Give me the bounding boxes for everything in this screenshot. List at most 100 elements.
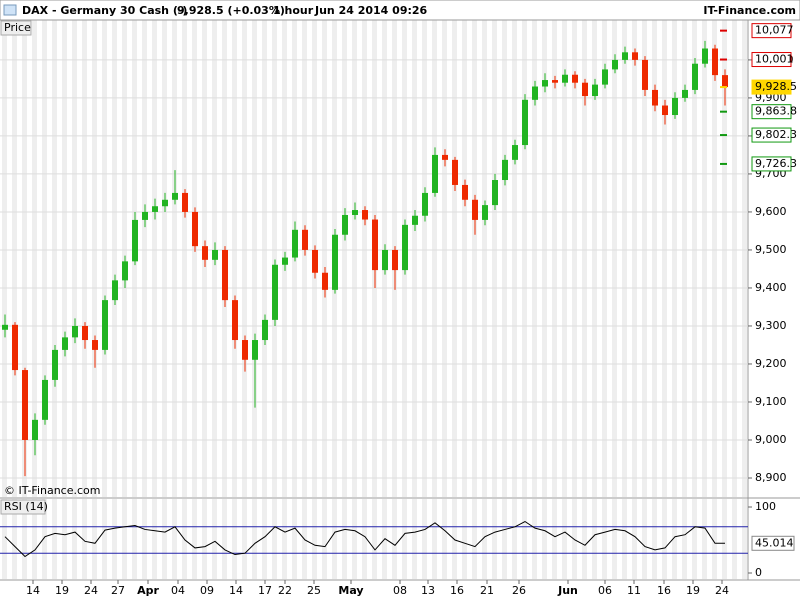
x-tick-label: 16 [657,584,671,597]
day-stripe [542,499,547,579]
day-stripe [722,499,727,579]
candle-body [62,337,68,350]
day-stripe [562,20,567,497]
day-stripe [82,499,87,579]
day-stripe [62,499,67,579]
day-stripe [252,20,257,497]
day-stripe [302,20,307,497]
rsi-current-box [751,535,795,551]
day-stripe [352,20,357,497]
header-bar [0,0,800,21]
day-stripe [92,20,97,497]
panel-label: Price [4,21,31,34]
level-box [751,156,792,172]
candle-body [12,324,18,371]
day-stripe [362,20,367,497]
day-stripe [122,499,127,579]
candle-body [672,97,678,116]
level-box [751,104,792,120]
day-stripe [512,499,517,579]
x-tick-label: 13 [421,584,435,597]
rsi-tick-label: 0 [755,566,762,579]
day-stripe [132,499,137,579]
candle-body [102,300,108,350]
x-tick-label: 21 [480,584,494,597]
candle-body [302,229,308,250]
candle-body [572,74,578,83]
day-stripe [52,20,57,497]
candle-body [172,192,178,200]
day-stripe [542,20,547,497]
candle-body [702,48,708,64]
menu-icon[interactable] [3,4,17,16]
day-stripe [632,499,637,579]
x-tick-label: 19 [55,584,69,597]
day-stripe [162,499,167,579]
day-stripe [102,499,107,579]
day-stripe [142,499,147,579]
day-stripe [222,499,227,579]
day-stripe [722,20,727,497]
level-box [751,52,792,68]
y-tick-label: 9,500 [755,243,787,256]
day-stripe [702,499,707,579]
day-stripe [342,20,347,497]
x-tick-label: 26 [512,584,526,597]
candle-body [432,154,438,193]
candle-body [692,63,698,90]
level-box [751,79,792,95]
day-stripe [472,499,477,579]
candle-body [522,99,528,146]
candle-body [502,159,508,181]
day-stripe [602,499,607,579]
candle-body [482,205,488,220]
day-stripe [112,499,117,579]
day-stripe [582,499,587,579]
day-stripe [372,499,377,579]
candle-body [712,48,718,76]
y-tick-label: 9,100 [755,395,787,408]
day-stripe [522,20,527,497]
candle-body [262,319,268,341]
quote: 9,928.5 (+0.03%) [177,4,285,17]
candle-body [182,192,188,212]
x-tick-label: Jun [557,584,578,597]
x-tick-label: 14 [26,584,40,597]
day-stripe [152,20,157,497]
day-stripe [422,20,427,497]
y-tick-label: 8,900 [755,471,787,484]
day-stripe [642,20,647,497]
day-stripe [582,20,587,497]
day-stripe [12,499,17,579]
day-stripe [232,20,237,497]
rsi-label-box [0,499,46,515]
y-tick-label: 9,600 [755,205,787,218]
candle-body [242,340,248,360]
rsi-tick-label: 100 [755,500,776,513]
rsi-current-label: 45.014 [755,536,794,549]
candle-body [232,300,238,341]
day-stripe [642,499,647,579]
candle-body [252,340,258,360]
day-stripe [262,20,267,497]
day-stripe [342,499,347,579]
day-stripe [202,499,207,579]
day-stripe [462,499,467,579]
day-stripe [392,499,397,579]
day-stripe [612,20,617,497]
candle-body [282,257,288,265]
day-stripe [652,20,657,497]
day-stripe [242,20,247,497]
level-label: 10,077 [755,24,794,37]
day-stripe [742,20,747,497]
day-stripe [692,20,697,497]
level-box [751,23,792,39]
day-stripe [332,499,337,579]
day-stripe [522,499,527,579]
day-stripe [2,499,7,579]
candle-body [82,325,88,341]
day-stripe [512,20,517,497]
day-stripe [742,499,747,579]
candle-body [152,206,158,212]
